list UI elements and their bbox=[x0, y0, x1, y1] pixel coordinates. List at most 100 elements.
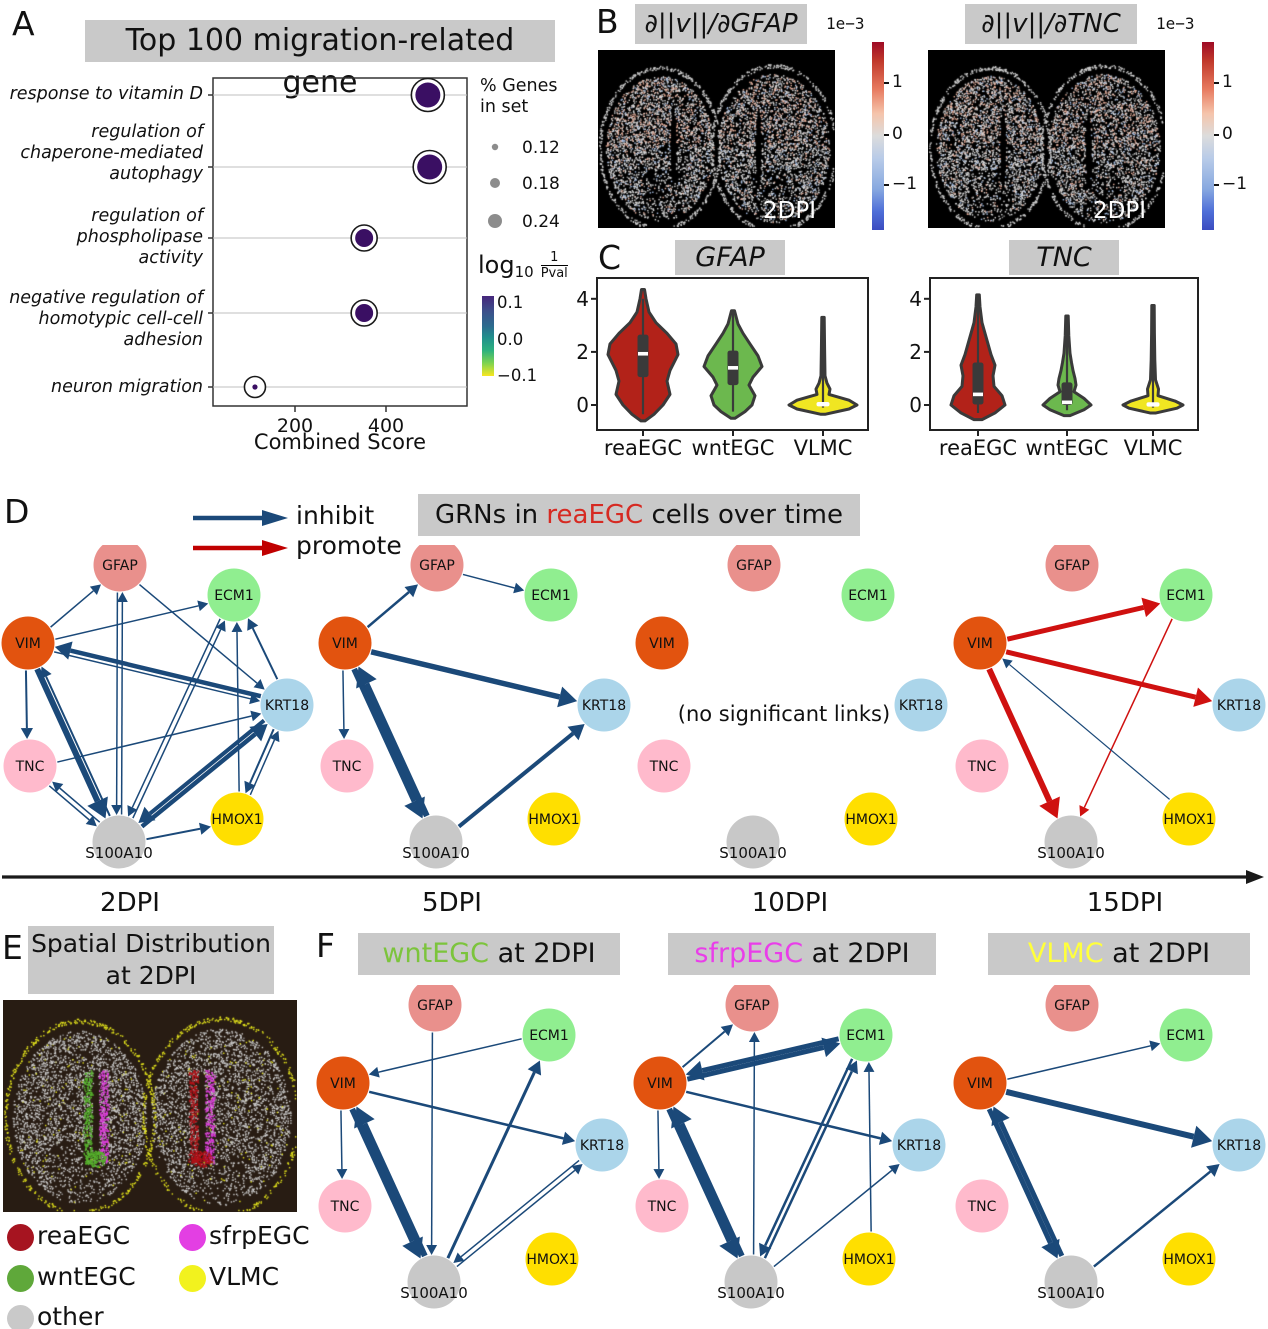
inhibit-edge bbox=[69, 648, 262, 699]
gene-node-ecm1 bbox=[1159, 1008, 1213, 1062]
grn-title-celltype: sfrpEGC bbox=[694, 938, 804, 969]
edge-arrowhead bbox=[1193, 687, 1213, 707]
grn-subpanel-title: sfrpEGC at 2DPI bbox=[668, 933, 936, 975]
gene-node-label-hmox1: HMOX1 bbox=[526, 1252, 577, 1268]
spatial-velocity-map bbox=[598, 50, 835, 228]
gene-node-tnc bbox=[318, 1179, 372, 1233]
violin-median bbox=[1062, 400, 1072, 405]
gene-node-label-hmox1: HMOX1 bbox=[1163, 812, 1214, 828]
gene-node-hmox1 bbox=[1162, 1232, 1216, 1286]
inhibit-edge bbox=[1093, 1170, 1212, 1268]
gene-node-label-vim: VIM bbox=[967, 636, 993, 652]
inhibit-edge bbox=[986, 1108, 1053, 1245]
inhibit-edge bbox=[50, 590, 94, 628]
colorbar-scale-label: 1e−3 bbox=[1156, 14, 1195, 33]
edge-arrowhead bbox=[878, 1131, 893, 1145]
gene-node-gfap bbox=[93, 545, 147, 592]
gene-node-tnc bbox=[635, 1179, 689, 1233]
gene-node-krt18 bbox=[575, 1118, 629, 1172]
violin-box bbox=[1061, 382, 1073, 405]
panel-d-title-pre: GRNs in bbox=[434, 500, 547, 530]
gene-node-label-tnc: TNC bbox=[330, 1199, 360, 1215]
timeline-label: 10DPI bbox=[751, 888, 829, 918]
timeline-label: 15DPI bbox=[1086, 888, 1164, 918]
grn-5DPI-network: GFAP ECM1 VIM KRT18 TNC HMOX1 S100A10 bbox=[318, 545, 631, 869]
violin-box bbox=[972, 362, 984, 405]
edge-arrowhead bbox=[127, 805, 138, 817]
gene-node-label-tnc: TNC bbox=[647, 1199, 677, 1215]
gene-node-s100a10 bbox=[726, 815, 780, 869]
gene-node-gfap bbox=[410, 545, 464, 592]
edge-arrowhead bbox=[269, 730, 280, 743]
go-term-label: adhesion bbox=[123, 330, 203, 350]
gene-node-label-krt18: KRT18 bbox=[1217, 1138, 1261, 1154]
size-legend-value: 0.18 bbox=[522, 174, 560, 194]
edge-arrowhead bbox=[527, 1060, 542, 1076]
gene-node-vim bbox=[318, 616, 372, 670]
gene-node-label-hmox1: HMOX1 bbox=[843, 1252, 894, 1268]
gene-node-ecm1 bbox=[524, 568, 578, 622]
gene-node-label-s100a10: S100A10 bbox=[85, 844, 153, 862]
gene-node-hmox1 bbox=[1162, 792, 1216, 846]
violin-category-label: wntEGC bbox=[692, 436, 775, 460]
pct-genes-legend-title: % Genes in set bbox=[480, 76, 558, 118]
colorbar-tick-label: 0 bbox=[892, 124, 903, 144]
gene-node-label-krt18: KRT18 bbox=[265, 698, 309, 714]
colorbar-tick-label: 1 bbox=[892, 72, 903, 92]
log-pval-legend-title: log10 1 Pval bbox=[478, 250, 568, 281]
cell-type-legend-swatch bbox=[7, 1305, 34, 1329]
x-tick-label: 200 bbox=[277, 415, 313, 437]
size-legend-value: 0.12 bbox=[522, 138, 560, 158]
edge-arrowhead bbox=[557, 686, 578, 708]
edge-arrowhead bbox=[52, 781, 64, 793]
edge-arrowhead bbox=[671, 1106, 692, 1129]
edge-arrowhead bbox=[199, 822, 211, 835]
inhibit-edge bbox=[138, 584, 258, 684]
edge-arrowhead bbox=[247, 618, 259, 631]
edge-arrowhead bbox=[1039, 796, 1060, 819]
gene-node-label-s100a10: S100A10 bbox=[1037, 844, 1105, 862]
edge-arrowhead bbox=[759, 1242, 772, 1257]
promote-arrow-head bbox=[262, 540, 288, 556]
violin-category-label: reaEGC bbox=[939, 436, 1017, 460]
pval-colorbar-tick: 0.1 bbox=[497, 293, 524, 312]
grn-title-suffix: at 2DPI bbox=[489, 938, 596, 969]
inhibit-edge bbox=[24, 670, 28, 729]
gene-node-label-gfap: GFAP bbox=[102, 558, 138, 574]
gene-node-vim bbox=[635, 616, 689, 670]
inhibit-edge bbox=[236, 631, 240, 792]
edge-arrowhead bbox=[253, 678, 265, 690]
edge-arrowhead bbox=[20, 727, 33, 740]
colorbar-tick-label: −1 bbox=[892, 174, 918, 194]
gene-node-tnc bbox=[955, 739, 1009, 793]
inhibit-edge bbox=[115, 592, 119, 805]
go-dotplot: 200 400 bbox=[208, 77, 468, 437]
panel-e-label: E bbox=[2, 928, 23, 967]
inhibit-edge bbox=[361, 1122, 428, 1258]
inhibit-edge bbox=[701, 1036, 840, 1074]
edge-arrowhead bbox=[991, 1106, 1010, 1127]
go-term-dot bbox=[355, 229, 374, 247]
inhibit-edge bbox=[1007, 1045, 1151, 1080]
panel-a-title: Top 100 migration-related gene bbox=[85, 20, 555, 100]
grn-2DPI-network: GFAP ECM1 VIM KRT18 TNC HMOX1 S100A10 bbox=[1, 545, 314, 869]
violin-gfap-title: GFAP bbox=[675, 240, 785, 275]
dpi-tag: 2DPI bbox=[1093, 198, 1146, 224]
gene-node-gfap bbox=[1045, 985, 1099, 1032]
gene-node-ecm1 bbox=[522, 1008, 576, 1062]
inhibit-edge bbox=[773, 1169, 893, 1268]
edge-arrowhead bbox=[888, 1164, 900, 1175]
colorbar-tick-mark bbox=[1214, 184, 1219, 186]
pval-colorbar-tick: −0.1 bbox=[497, 366, 538, 385]
inhibit-edge bbox=[457, 731, 575, 829]
colorbar-tick-mark bbox=[884, 184, 889, 186]
go-term-dot bbox=[415, 82, 441, 108]
gene-node-label-gfap: GFAP bbox=[1054, 998, 1090, 1014]
inhibit-edge bbox=[446, 1071, 536, 1259]
gene-node-label-tnc: TNC bbox=[649, 759, 679, 775]
cell-type-legend-label: sfrpEGC bbox=[209, 1221, 310, 1250]
cell-type-legend-swatch bbox=[7, 1224, 34, 1251]
gene-node-label-ecm1: ECM1 bbox=[1166, 588, 1206, 604]
colorbar-tick-mark bbox=[1214, 134, 1219, 136]
violin-category-label: VLMC bbox=[1124, 436, 1183, 460]
